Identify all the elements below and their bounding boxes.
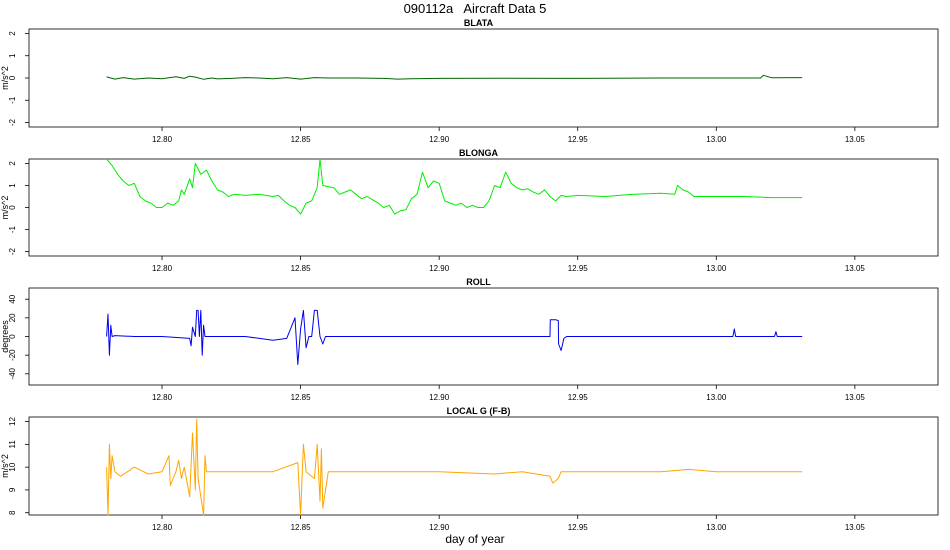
x-tick-label: 13.00: [706, 393, 727, 402]
panel-3: ROLL 12.80 12.85 12.90 12.95 13.00 13.05 -40 -20…: [0, 277, 939, 402]
y-tick-label: -1: [8, 96, 17, 104]
x-axis-label: day of year: [445, 532, 504, 546]
plot-frame: [28, 416, 939, 516]
x-tick-label: 13.05: [845, 523, 866, 532]
y-tick-label: 40: [8, 294, 17, 303]
x-tick-label: 12.95: [568, 393, 589, 402]
x-tick-label: 12.85: [291, 135, 312, 144]
y-tick-label: -40: [8, 367, 17, 379]
y-tick-label: 8: [8, 510, 17, 515]
x-tick-label: 12.80: [152, 264, 173, 273]
x-tick-label: 12.85: [291, 523, 312, 532]
panels: BLATA 12.80 12.85 12.90 12.95 13.00 13.05 -2 -1 0…: [0, 18, 939, 532]
y-tick-label: -2: [8, 118, 17, 126]
y-axis-label: m/s^2: [0, 196, 10, 220]
y-tick-label: 10: [8, 462, 17, 471]
panel-title: BLONGA: [459, 148, 498, 158]
x-tick-label: 13.00: [706, 135, 727, 144]
x-tick-label: 13.00: [706, 264, 727, 273]
y-tick-label: 2: [8, 31, 17, 36]
panel-title: BLATA: [464, 18, 494, 28]
x-tick-label: 12.80: [152, 523, 173, 532]
y-tick-label: 0: [8, 205, 17, 210]
panel-title: ROLL: [466, 277, 491, 287]
y-tick-label: 11: [8, 440, 17, 449]
x-tick-label: 12.85: [291, 264, 312, 273]
y-tick-label: 1: [8, 53, 17, 58]
y-tick-label: 2: [8, 161, 17, 166]
y-tick-label: 0: [8, 334, 17, 339]
series-line: [106, 418, 803, 516]
y-axis-label: m/s^2: [0, 454, 10, 478]
series-line: [106, 74, 803, 80]
y-tick-label: -20: [8, 349, 17, 361]
x-tick-label: 12.95: [568, 523, 589, 532]
x-tick-label: 12.90: [429, 135, 450, 144]
x-tick-label: 12.80: [152, 393, 173, 402]
y-tick-label: 9: [8, 487, 17, 492]
y-tick-label: 20: [8, 313, 17, 322]
y-axis-label: degrees: [0, 320, 10, 353]
panel-4: LOCAL G (F-B) 12.80 12.85 12.90 12.95 13.00 13…: [0, 406, 939, 532]
figure-title: 090112a Aircraft Data 5: [404, 1, 547, 16]
x-tick-label: 13.05: [845, 393, 866, 402]
x-tick-label: 12.80: [152, 135, 173, 144]
x-tick-label: 12.90: [429, 264, 450, 273]
panel-title: LOCAL G (F-B): [447, 406, 511, 416]
x-tick-label: 12.90: [429, 393, 450, 402]
y-tick-label: -2: [8, 247, 17, 255]
panel-2: BLONGA 12.80 12.85 12.90 12.95 13.00 13.05 -2 -1…: [0, 148, 939, 273]
x-tick-label: 12.95: [568, 264, 589, 273]
series-line: [106, 158, 803, 215]
panel-1: BLATA 12.80 12.85 12.90 12.95 13.00 13.05 -2 -1 0…: [0, 18, 939, 144]
y-tick-label: 12: [8, 417, 17, 426]
x-tick-label: 12.85: [291, 393, 312, 402]
x-tick-label: 12.90: [429, 523, 450, 532]
x-tick-label: 13.00: [706, 523, 727, 532]
x-tick-label: 13.05: [845, 264, 866, 273]
y-axis-label: m/s^2: [0, 66, 10, 90]
y-tick-label: 1: [8, 183, 17, 188]
x-tick-label: 13.05: [845, 135, 866, 144]
series-line: [106, 309, 803, 365]
y-tick-label: 0: [8, 75, 17, 80]
x-tick-label: 12.95: [568, 135, 589, 144]
y-tick-label: -1: [8, 225, 17, 233]
